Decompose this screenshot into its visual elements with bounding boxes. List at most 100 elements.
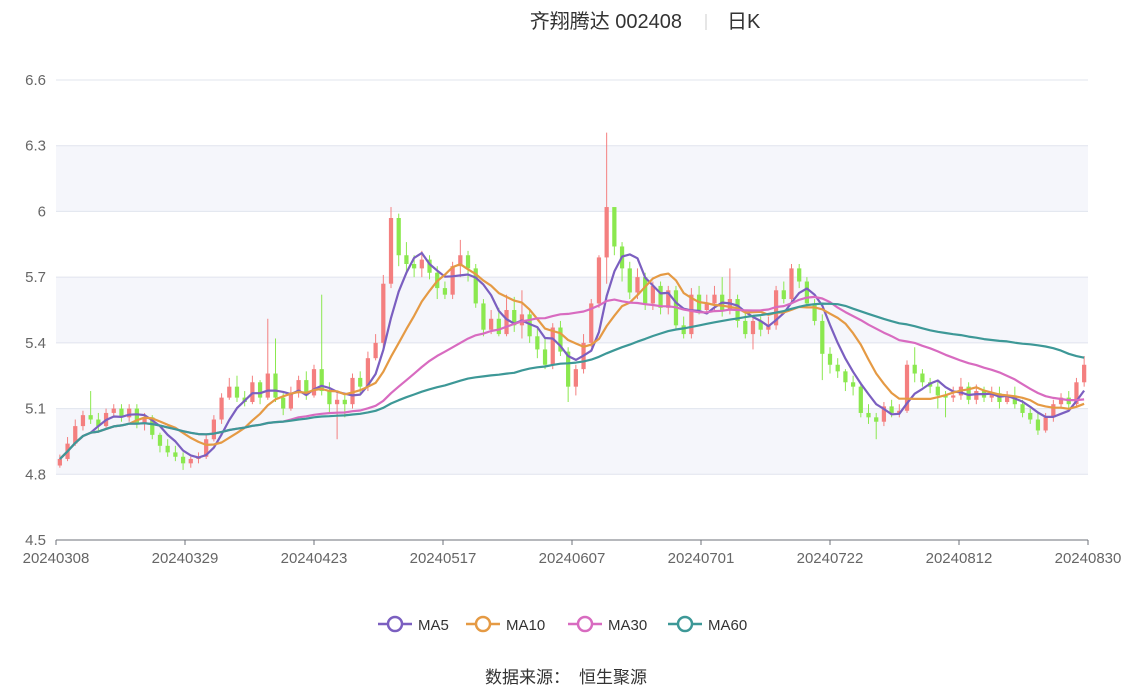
legend-marker bbox=[386, 615, 404, 633]
candle bbox=[1082, 356, 1087, 387]
candle bbox=[504, 294, 509, 337]
legend-item-ma10: MA10 bbox=[466, 615, 545, 634]
candle bbox=[527, 310, 532, 343]
candle bbox=[966, 382, 971, 405]
candle bbox=[612, 207, 617, 256]
candle-body bbox=[966, 386, 971, 400]
candle bbox=[512, 296, 517, 332]
grid-band bbox=[56, 277, 1088, 343]
legend-label: MA10 bbox=[506, 617, 545, 634]
candle-body bbox=[889, 406, 894, 413]
candle bbox=[319, 294, 324, 396]
candle bbox=[1035, 412, 1041, 435]
candle bbox=[396, 213, 401, 267]
candle-body bbox=[535, 336, 540, 350]
x-tick-label: 20240329 bbox=[152, 550, 219, 567]
candle bbox=[627, 261, 632, 300]
candle bbox=[573, 364, 578, 396]
candle-body bbox=[1082, 364, 1087, 383]
candle bbox=[388, 207, 394, 289]
candle-body bbox=[512, 310, 517, 326]
candle bbox=[951, 386, 956, 402]
legend-label: MA30 bbox=[608, 617, 647, 634]
candle-body bbox=[350, 377, 355, 405]
candle bbox=[180, 452, 186, 470]
legend-marker bbox=[676, 615, 694, 633]
candle-body bbox=[843, 371, 848, 383]
grid-band bbox=[56, 145, 1088, 212]
candle bbox=[542, 338, 548, 370]
candle bbox=[866, 404, 871, 424]
candle-body bbox=[743, 320, 748, 335]
candle-body bbox=[458, 255, 463, 267]
candle bbox=[342, 395, 347, 418]
data-source: 数据来源： 恒生聚源 bbox=[485, 668, 647, 687]
candle bbox=[589, 299, 594, 348]
candle-body bbox=[1035, 419, 1041, 431]
candle-body bbox=[204, 439, 209, 457]
candle-body bbox=[419, 259, 424, 269]
candle-body bbox=[450, 266, 455, 295]
y-axis: 6.6 6.3 6 5.7 5.4 5.1 4.8 4.5 bbox=[25, 72, 46, 549]
candle bbox=[404, 242, 409, 273]
candle-body bbox=[96, 419, 101, 427]
candle-body bbox=[881, 406, 887, 422]
candle bbox=[596, 255, 602, 308]
candle-body bbox=[912, 364, 917, 374]
candle bbox=[273, 338, 278, 402]
candle bbox=[219, 393, 224, 424]
candle-body bbox=[496, 318, 501, 335]
moving-average-lines bbox=[59, 251, 1085, 460]
candle bbox=[227, 377, 232, 400]
candle-body bbox=[850, 382, 856, 387]
candle-body bbox=[820, 320, 825, 354]
candle-body bbox=[650, 285, 655, 304]
candle-body bbox=[589, 303, 594, 343]
candle bbox=[827, 347, 833, 374]
candle-body bbox=[150, 417, 155, 435]
candle bbox=[797, 264, 802, 289]
x-tick-label: 20240722 bbox=[797, 550, 864, 567]
legend-item-ma5: MA5 bbox=[378, 615, 449, 634]
candle-body bbox=[550, 327, 555, 365]
candle-body bbox=[427, 259, 432, 273]
candle-body bbox=[573, 369, 578, 387]
candle-body bbox=[134, 408, 139, 424]
candle-body bbox=[273, 373, 278, 398]
candle-body bbox=[1074, 382, 1079, 405]
candle bbox=[535, 327, 540, 359]
candle-body bbox=[80, 415, 86, 427]
candle bbox=[265, 318, 270, 400]
ma-line-ma10 bbox=[59, 263, 1085, 460]
grid-band bbox=[56, 408, 1088, 475]
candle-body bbox=[396, 218, 401, 256]
candle bbox=[1005, 391, 1010, 405]
x-tick-label: 20240701 bbox=[668, 550, 735, 567]
legend-item-ma60: MA60 bbox=[668, 615, 747, 634]
candle-body bbox=[180, 456, 186, 464]
candle-body bbox=[1051, 404, 1056, 418]
candle-body bbox=[827, 353, 833, 365]
candle bbox=[958, 377, 964, 400]
candle-body bbox=[234, 386, 240, 398]
candle-body bbox=[643, 277, 648, 304]
candle-body bbox=[111, 408, 116, 413]
legend-marker bbox=[576, 615, 594, 633]
candle bbox=[127, 404, 132, 422]
candle-body bbox=[227, 386, 232, 398]
candle-body bbox=[658, 285, 663, 308]
candle-body bbox=[288, 393, 294, 409]
candle-body bbox=[473, 268, 478, 304]
source-label: 数据来源： bbox=[485, 668, 570, 687]
candle-body bbox=[142, 417, 147, 424]
candle-body bbox=[342, 399, 347, 405]
legend: MA5 MA10 MA30 MA60 bbox=[378, 615, 747, 634]
candle-body bbox=[358, 377, 363, 387]
candle-body bbox=[704, 303, 709, 310]
candle-body bbox=[157, 434, 163, 446]
candle bbox=[73, 419, 78, 446]
chart-title: 齐翔腾达 002408 日K bbox=[530, 10, 761, 33]
candle bbox=[1051, 399, 1056, 422]
candle-body bbox=[1043, 417, 1048, 431]
ma-line-ma60 bbox=[59, 302, 1085, 460]
